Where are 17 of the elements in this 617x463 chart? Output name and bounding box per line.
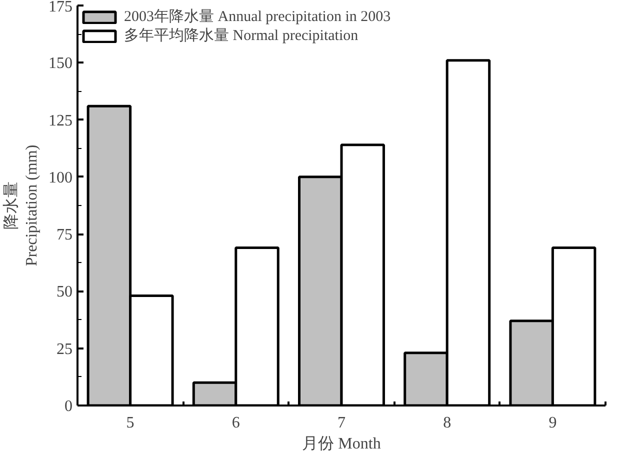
y-tick-label: 50 bbox=[56, 284, 72, 301]
legend-label: 多年平均降水量 Normal precipitation bbox=[124, 26, 358, 45]
y-tick-label: 175 bbox=[48, 0, 72, 16]
x-tick-label: 7 bbox=[338, 414, 346, 432]
y-tick-label: 0 bbox=[64, 398, 72, 415]
y-tick-label: 100 bbox=[48, 169, 72, 186]
y-tick-label: 150 bbox=[48, 55, 72, 72]
x-tick-label: 8 bbox=[443, 414, 452, 432]
x-axis-title: 月份 Month bbox=[302, 436, 381, 452]
legend-label: 2003年降水量 Annual precipitation in 2003 bbox=[124, 8, 391, 26]
x-tick-label: 9 bbox=[548, 414, 557, 432]
y-tick-label: 25 bbox=[56, 340, 72, 358]
y-axis-title: 降水量 Precipitation (mm) bbox=[2, 144, 40, 266]
y-tick-label: 75 bbox=[56, 226, 72, 244]
x-tick-label: 5 bbox=[126, 414, 134, 432]
x-tick-label: 6 bbox=[232, 414, 240, 432]
y-tick-label: 125 bbox=[48, 112, 72, 130]
